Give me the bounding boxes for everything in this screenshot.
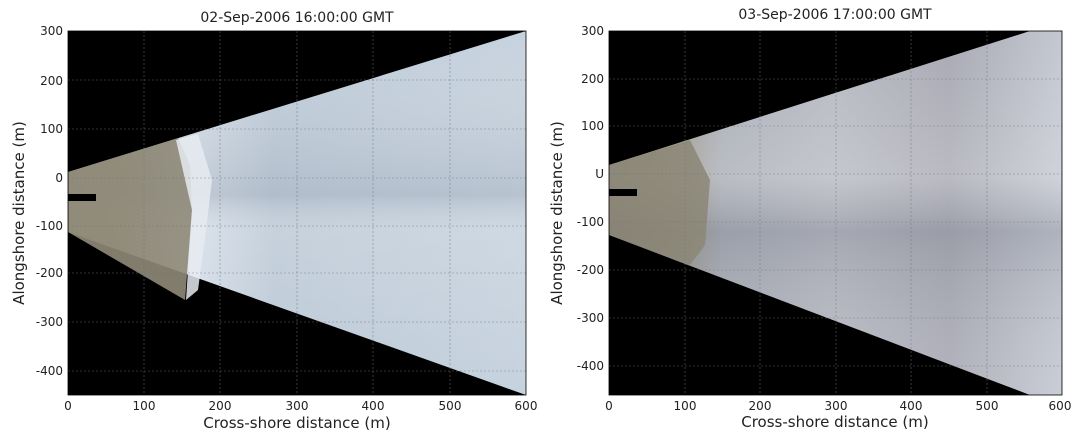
right-ytick: -300 xyxy=(577,311,604,325)
right-xtick: 500 xyxy=(976,399,999,413)
left-swash-line xyxy=(176,134,212,300)
left-ytick: 200 xyxy=(40,74,63,88)
left-image-panel: 02-Sep-2006 16:00:00 GMT 300 200 100 0 -… xyxy=(10,10,537,432)
left-ytick: -300 xyxy=(36,315,63,329)
left-panel-title: 02-Sep-2006 16:00:00 GMT xyxy=(200,10,394,26)
left-x-ticks: 0 100 200 300 400 500 600 xyxy=(64,399,537,413)
left-camera-mount xyxy=(68,194,96,201)
right-xtick: 600 xyxy=(1049,399,1072,413)
right-x-axis-label: Cross-shore distance (m) xyxy=(741,413,929,431)
left-y-ticks: 300 200 100 0 -100 -200 -300 -400 xyxy=(36,24,63,378)
left-x-axis-label: Cross-shore distance (m) xyxy=(203,414,391,432)
left-ytick: -400 xyxy=(36,364,63,378)
right-y-ticks: 300 200 100 U -100 -200 -300 -400 xyxy=(577,24,604,373)
left-y-axis-label: Alongshore distance (m) xyxy=(10,121,28,305)
right-ytick: 300 xyxy=(581,24,604,38)
left-beach-sand xyxy=(68,138,192,300)
right-gridlines xyxy=(609,31,1062,395)
left-ytick: -200 xyxy=(36,266,63,280)
left-xtick: 400 xyxy=(362,399,385,413)
right-x-ticks: 0 100 200 300 400 500 600 xyxy=(605,399,1071,413)
right-panel-title: 03-Sep-2006 17:00:00 GMT xyxy=(738,7,932,23)
left-xtick: 100 xyxy=(133,399,156,413)
left-ytick: 0 xyxy=(55,171,63,185)
right-xtick: 100 xyxy=(674,399,697,413)
right-xtick: 400 xyxy=(900,399,923,413)
left-ytick: 100 xyxy=(40,122,63,136)
left-xtick: 0 xyxy=(64,399,72,413)
left-xtick: 300 xyxy=(286,399,309,413)
right-xtick: 0 xyxy=(605,399,613,413)
right-ytick: -100 xyxy=(577,215,604,229)
right-image-panel: 03-Sep-2006 17:00:00 GMT 300 200 100 U -… xyxy=(548,7,1071,431)
left-xtick: 200 xyxy=(209,399,232,413)
right-ytick: -200 xyxy=(577,263,604,277)
right-ytick: -400 xyxy=(577,359,604,373)
right-ytick: U xyxy=(595,167,604,181)
left-ytick: 300 xyxy=(40,24,63,38)
right-plot-frame xyxy=(608,30,1063,396)
left-ytick: -100 xyxy=(36,219,63,233)
right-ytick: 100 xyxy=(581,119,604,133)
left-plot-frame xyxy=(67,30,527,396)
right-xtick: 200 xyxy=(749,399,772,413)
right-y-axis-label: Alongshore distance (m) xyxy=(548,121,566,305)
left-gridlines xyxy=(68,31,526,395)
left-xtick: 500 xyxy=(439,399,462,413)
right-camera-mount xyxy=(609,189,637,196)
right-shore-band xyxy=(609,31,1062,395)
right-xtick: 300 xyxy=(825,399,848,413)
left-xtick: 600 xyxy=(515,399,538,413)
right-ytick: 200 xyxy=(581,72,604,86)
